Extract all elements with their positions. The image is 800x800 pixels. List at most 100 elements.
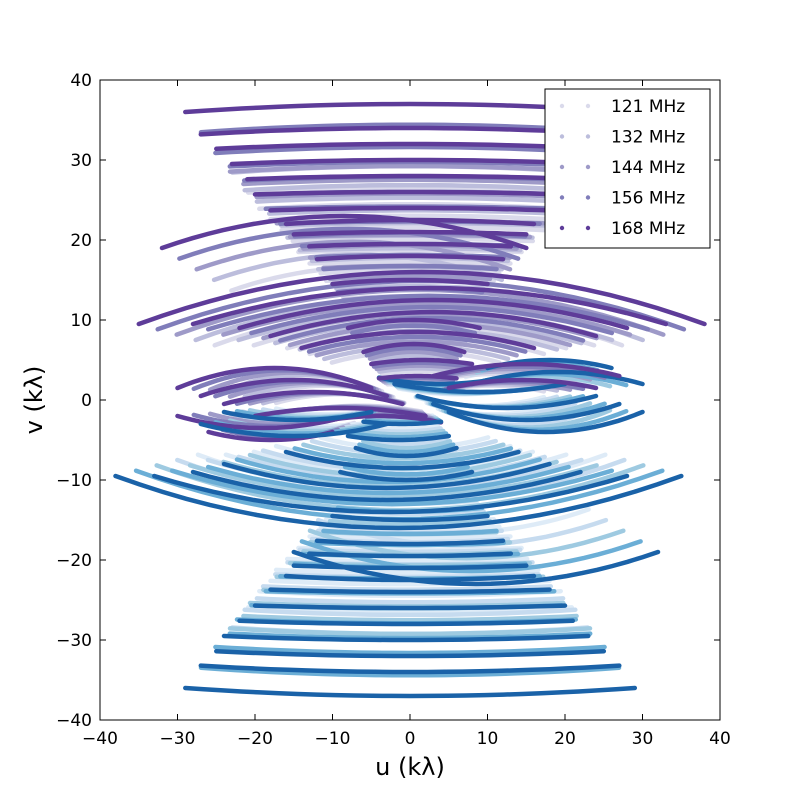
legend-label: 156 MHz: [611, 189, 685, 209]
legend: 121 MHz 132 MHz 144 MHz 156 MHz 168 MHz: [544, 88, 711, 249]
uv-track-5-19: [299, 329, 537, 351]
x-tick-label: 40: [709, 729, 731, 749]
uv-track-5-28-conjugate: [198, 421, 390, 439]
uv-track-5-3: [214, 141, 607, 152]
uv-track-5-22: [198, 377, 390, 399]
uv-track-5-31-conjugate: [361, 419, 444, 427]
uv-track-3-3: [241, 177, 579, 187]
uv-tracks: [113, 101, 707, 699]
uv-track-5-4: [229, 157, 599, 167]
x-tick-label: −20: [237, 729, 273, 749]
uv-track-2-3: [254, 195, 566, 204]
x-tick-label: −10: [315, 729, 351, 749]
uv-track-5-9: [159, 213, 529, 251]
uv-track-2-30-conjugate: [358, 426, 443, 434]
y-tick-label: −40: [56, 711, 92, 731]
y-tick-label: 10: [70, 311, 92, 331]
uv-track-5-1-conjugate: [183, 685, 638, 699]
x-axis-title: u (kλ): [375, 753, 445, 781]
y-tick-label: −10: [56, 471, 92, 491]
uv-track-5-29: [446, 377, 599, 391]
legend-label: 168 MHz: [611, 219, 685, 239]
legend-marker: [559, 134, 565, 139]
uv-track-5-13-conjugate: [314, 538, 506, 547]
uv-track-5-11-conjugate: [307, 551, 514, 559]
uv-track-5-30-conjugate: [345, 433, 452, 443]
uv-track-4-17: [278, 315, 586, 343]
uv-track-5-7: [268, 205, 552, 213]
uv-track-5-21: [175, 365, 374, 391]
uv-track-5-14: [190, 285, 669, 327]
uv-track-5-11: [307, 241, 514, 249]
legend-marker: [559, 103, 565, 109]
uv-track-5-29-conjugate: [221, 409, 374, 423]
uv-track-5-21-conjugate: [446, 409, 645, 435]
uv-track-4-1-conjugate: [198, 665, 622, 678]
uv-track-4-18-conjugate: [342, 464, 470, 477]
legend-label: 144 MHz: [611, 158, 685, 178]
uv-track-5-20-conjugate: [353, 445, 459, 459]
uv-track-3-19-conjugate: [301, 442, 506, 461]
legend-frame: [544, 88, 711, 249]
uv-track-5-10: [291, 229, 529, 237]
y-tick-label: −20: [56, 551, 92, 571]
uv-track-3-20: [367, 349, 459, 361]
x-tick-label: −40: [82, 729, 118, 749]
uv-track-5-6: [252, 189, 568, 197]
uv-track-1-7-conjugate: [307, 534, 513, 541]
uv-track-4-19-conjugate: [292, 446, 514, 466]
legend-marker: [559, 164, 565, 170]
uv-track-5-28: [431, 361, 622, 379]
uv-track-5-18: [345, 317, 483, 331]
uv-track-5-2-conjugate: [198, 663, 622, 675]
legend-marker: [585, 103, 591, 109]
uv-track-4-2-conjugate: [213, 644, 607, 656]
uv-track-5-13: [314, 253, 506, 262]
y-tick-label: 40: [70, 71, 92, 91]
y-axis-title: v (kλ): [20, 366, 48, 435]
legend-marker: [585, 164, 591, 170]
uv-track-5-24-conjugate: [392, 381, 568, 395]
x-tick-label: 30: [632, 729, 654, 749]
uv-track-4-2: [213, 144, 607, 156]
uv-track-5-9-conjugate: [291, 549, 661, 587]
uv-track-2-3-conjugate: [254, 596, 566, 605]
uv-track-5-17: [268, 309, 599, 339]
x-tick-label: 20: [554, 729, 576, 749]
uv-track-4-20-conjugate: [357, 442, 456, 455]
uv-track-5-15-conjugate: [190, 469, 583, 503]
uv-track-3-30: [374, 363, 466, 372]
uv-track-5-23-conjugate: [415, 393, 599, 411]
uv-track-5-5-conjugate: [237, 618, 576, 627]
legend-label: 132 MHz: [611, 128, 685, 148]
uv-track-3-13: [327, 273, 493, 282]
uv-track-5-31: [376, 373, 459, 381]
uv-track-1-7: [307, 259, 513, 266]
uv-track-4-15-conjugate: [205, 464, 571, 496]
uv-track-4-14-conjugate: [169, 468, 615, 507]
axis-ticks: −40 −30 −20 −10 0 10 20 30 40 −40 −30 −20 −10 0 10 20 30…: [56, 71, 731, 749]
uv-track-5-10-conjugate: [291, 563, 529, 571]
uv-track-2-4: [266, 208, 560, 216]
uv-track-5-12-conjugate: [113, 473, 684, 531]
uv-track-4-13-conjugate: [321, 528, 499, 537]
uv-track-1-5: [290, 236, 536, 244]
legend-marker: [585, 225, 591, 231]
uv-track-5-12: [136, 269, 707, 327]
uv-track-4-14: [205, 293, 651, 332]
uv-track-5-18-conjugate: [338, 469, 475, 483]
legend-marker: [559, 195, 565, 200]
uv-track-4-18: [350, 323, 478, 336]
uv-track-5-4-conjugate: [221, 633, 591, 643]
x-tick-label: 10: [477, 729, 499, 749]
y-tick-label: −30: [56, 631, 92, 651]
uv-track-4-30-conjugate: [350, 431, 449, 440]
uv-track-5-30: [369, 357, 475, 367]
uv-track-3-2-conjugate: [227, 626, 593, 637]
uv-track-4-19: [306, 334, 528, 354]
uv-track-3-19: [314, 339, 519, 358]
uv-track-5-6-conjugate: [252, 603, 568, 611]
uv-track-5-19-conjugate: [283, 449, 521, 471]
y-tick-label: 0: [81, 391, 92, 411]
uv-track-5-20: [361, 341, 467, 355]
